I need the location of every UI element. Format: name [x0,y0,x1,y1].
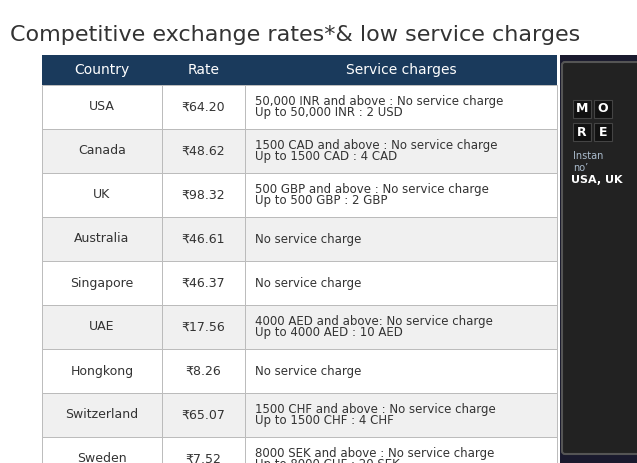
Text: Up to 1500 CHF : 4 CHF: Up to 1500 CHF : 4 CHF [255,414,394,427]
Bar [573,100,591,118]
Bar [245,129,557,173]
Text: Sweden: Sweden [77,452,127,463]
Bar [245,173,557,217]
Bar [573,123,591,141]
Bar [42,261,162,305]
Text: 500 GBP and above : No service charge: 500 GBP and above : No service charge [255,183,489,196]
Text: Country: Country [75,63,129,77]
Text: ₹17.56: ₹17.56 [182,320,225,333]
Text: Switzerland: Switzerland [66,408,139,421]
Text: No service charge: No service charge [255,364,361,377]
Text: ₹65.07: ₹65.07 [182,408,225,421]
Text: Instan: Instan [573,151,603,161]
Text: UK: UK [94,188,111,201]
Bar [162,305,245,349]
Bar [162,437,245,463]
Text: Competitive exchange rates*& low service charges: Competitive exchange rates*& low service… [10,25,580,45]
Text: 50,000 INR and above : No service charge: 50,000 INR and above : No service charge [255,95,503,108]
Text: Hongkong: Hongkong [71,364,134,377]
Text: O: O [598,102,608,115]
Bar [560,55,637,463]
Bar [42,55,557,85]
Bar [245,349,557,393]
Bar [594,100,612,118]
Text: no’: no’ [573,163,588,173]
Bar [162,85,245,129]
Text: Up to 1500 CAD : 4 CAD: Up to 1500 CAD : 4 CAD [255,150,397,163]
Bar [245,393,557,437]
Bar [245,305,557,349]
Bar [162,261,245,305]
Bar [245,437,557,463]
Bar [42,393,162,437]
Text: No service charge: No service charge [255,276,361,289]
Text: Up to 4000 AED : 10 AED: Up to 4000 AED : 10 AED [255,326,403,339]
Text: UAE: UAE [89,320,115,333]
Bar [245,261,557,305]
Text: USA, UK: USA, UK [571,175,622,185]
Bar [42,217,162,261]
Text: 1500 CAD and above : No service charge: 1500 CAD and above : No service charge [255,139,497,152]
Bar [42,173,162,217]
Text: R: R [577,125,587,138]
Text: Up to 8000 CHF : 20 SEK: Up to 8000 CHF : 20 SEK [255,458,400,463]
Text: Rate: Rate [187,63,220,77]
Text: Up to 50,000 INR : 2 USD: Up to 50,000 INR : 2 USD [255,106,403,119]
Text: USA: USA [89,100,115,113]
Bar [162,129,245,173]
Text: 1500 CHF and above : No service charge: 1500 CHF and above : No service charge [255,403,496,416]
Text: Canada: Canada [78,144,126,157]
Bar [594,123,612,141]
Text: M: M [576,102,588,115]
FancyBboxPatch shape [562,62,637,454]
Text: Service charges: Service charges [346,63,456,77]
Text: Singapore: Singapore [70,276,134,289]
Text: 8000 SEK and above : No service charge: 8000 SEK and above : No service charge [255,447,494,460]
Bar [162,349,245,393]
Text: ₹98.32: ₹98.32 [182,188,225,201]
Bar [162,393,245,437]
Bar [245,217,557,261]
Text: Up to 500 GBP : 2 GBP: Up to 500 GBP : 2 GBP [255,194,387,207]
Text: ₹8.26: ₹8.26 [185,364,222,377]
Bar [42,129,162,173]
Text: E: E [599,125,607,138]
Text: Australia: Australia [75,232,130,245]
Text: ₹46.37: ₹46.37 [182,276,225,289]
Text: ₹64.20: ₹64.20 [182,100,225,113]
Bar [42,305,162,349]
Text: ₹7.52: ₹7.52 [185,452,222,463]
Text: No service charge: No service charge [255,232,361,245]
Bar [162,217,245,261]
Bar [42,437,162,463]
Text: 4000 AED and above: No service charge: 4000 AED and above: No service charge [255,315,493,328]
Bar [162,173,245,217]
Text: ₹48.62: ₹48.62 [182,144,225,157]
Bar [42,85,162,129]
Text: ₹46.61: ₹46.61 [182,232,225,245]
Bar [42,349,162,393]
Bar [245,85,557,129]
